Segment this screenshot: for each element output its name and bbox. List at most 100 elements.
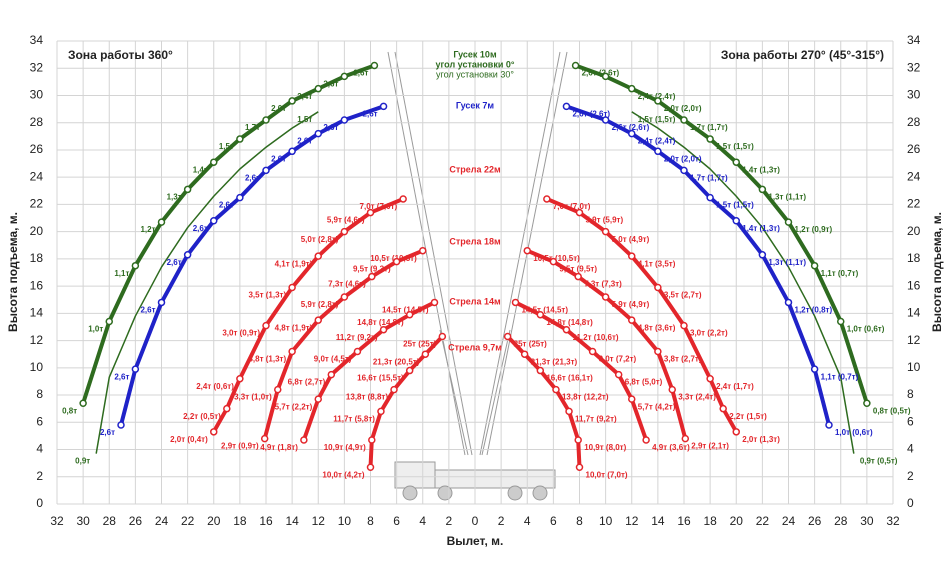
load-label: 2,4т (2,4т) [638,92,676,101]
jib7-label: Гусек 7м [456,100,495,110]
point [262,116,270,124]
load-label: 3,0т (0,9т) [222,329,260,338]
y-tick-label: 16 [30,278,44,292]
load-label: 4,9т (1,8т) [260,443,298,452]
y-axis-title-right: Высота подъема, м. [930,212,944,332]
x-tick-label: 32 [50,514,64,528]
point [370,61,379,70]
y-tick-label: 14 [30,306,44,320]
y-tick-label-right: 34 [907,33,921,47]
load-label: 13,8т (8,8т) [346,393,388,402]
point [366,463,375,471]
y-tick-label-right: 26 [907,142,921,156]
load-label: 16,6т (15,5т) [357,374,404,383]
y-tick-label-right: 0 [907,496,914,510]
point [379,325,388,334]
point [784,218,793,226]
point [575,208,584,217]
point [810,365,819,373]
load-label: 14,5т (14,5т) [521,306,568,315]
boom18-label: Стрела 18м [449,236,501,246]
load-label: 1,5т [219,142,234,151]
point [157,218,166,226]
load-label: 3,3т (1,0т) [234,393,272,402]
x-tick-label: 8 [367,514,374,528]
load-label: 11,7т (9,2т) [575,415,617,424]
load-label: 2,6т [271,154,286,163]
point [340,227,349,236]
x-tick-label: 4 [524,514,531,528]
y-tick-label-right: 30 [907,88,921,102]
load-label: 2,0т (2,0т) [664,154,702,163]
load-label: 3,8т (2,7т) [664,355,702,364]
y-tick-label-right: 16 [907,278,921,292]
point [274,385,282,394]
point [210,217,218,225]
x-tick-label: 28 [834,514,848,528]
point [131,261,140,270]
point [732,158,740,166]
angle30-label: угол установки 30° [436,69,514,79]
point [654,147,662,156]
x-tick-label: 4 [419,514,426,528]
load-label: 10,9т (8,0т) [584,443,626,452]
y-tick-label-right: 22 [907,197,921,211]
point [628,252,636,260]
load-label: 4,8т (3,6т) [638,323,676,332]
load-label: 2,6т [219,201,234,210]
load-label: 14,8т (14,8т) [546,318,593,327]
load-label: 10,5т (10,5т) [533,254,580,263]
load-label: 1,1т (0,7т) [821,372,859,381]
y-tick-label: 28 [30,115,44,129]
point [758,251,767,259]
point [642,436,650,444]
jib10-label: Гусек 10м [453,49,497,59]
load-label: 5,9т (4,9т) [612,300,650,309]
x-tick-label: 18 [703,514,717,528]
point [588,347,597,356]
x-tick-label: 12 [312,514,326,528]
load-label: 2,6т [140,306,155,315]
load-label: 2,6т (2,6т) [582,69,620,78]
load-label: 21,3т (21,3т) [531,357,578,366]
load-label: 1,1т [114,269,129,278]
point [654,283,662,292]
point [654,347,662,356]
angle0-label: угол установки 0° [436,59,515,69]
load-label: 0,8т (0,5т) [873,406,911,415]
load-label: 25т (25т) [403,340,437,349]
load-label: 5,0т (2,8т) [301,235,339,244]
x-tick-label: 20 [730,514,744,528]
point [571,61,580,70]
x-tick-label: 2 [446,514,453,528]
load-label: 1,2т (0,9т) [795,225,833,234]
point [262,166,270,175]
load-label: 1,7т (1,7т) [690,173,728,182]
y-tick-label: 18 [30,251,44,265]
load-label: 10,0т (7,0т) [586,470,628,479]
point [680,116,688,124]
point [262,321,270,330]
point [210,428,218,436]
load-label: 11,7т (5,8т) [333,415,375,424]
point [105,317,113,326]
load-label: 1,5т (1,5т) [716,201,754,210]
point [236,193,244,202]
y-tick-label: 8 [36,387,43,401]
load-label: 2,6т [353,69,368,78]
point [419,246,427,255]
point [392,257,401,266]
point [552,385,560,394]
load-label: 25т (25т) [514,340,548,349]
point [520,350,529,358]
x-tick-label: 6 [393,514,400,528]
load-label: 2,6т (2,6т) [572,109,610,118]
point [810,261,819,270]
point [601,293,610,301]
point [183,251,192,259]
point [628,129,636,138]
zone-left: Зона работы 360° [68,48,173,62]
x-tick-label: 16 [259,514,273,528]
curve [262,248,424,440]
